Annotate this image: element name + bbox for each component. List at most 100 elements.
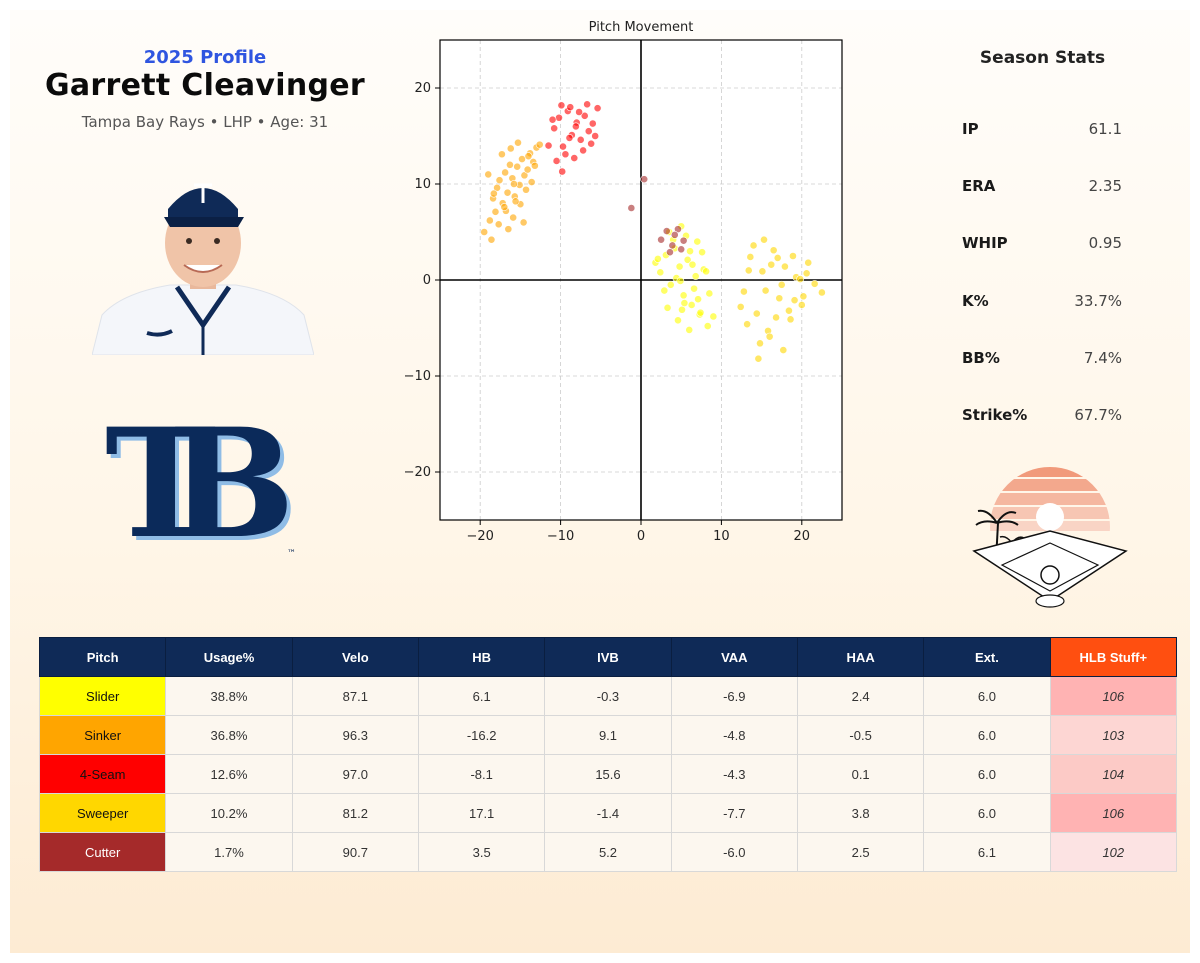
data-point — [709, 312, 718, 321]
data-point — [736, 302, 745, 311]
data-point — [670, 230, 679, 239]
data-point — [767, 260, 776, 269]
data-point — [686, 247, 694, 256]
data-point — [674, 316, 682, 325]
data-point — [772, 313, 780, 322]
stat-label: BB% — [962, 349, 1000, 367]
data-point — [785, 306, 793, 315]
data-point — [504, 225, 513, 234]
usage-cell: 10.2% — [165, 793, 293, 833]
pitch-metrics-table: Pitch Usage% Velo HB IVB VAA HAA Ext. HL… — [38, 637, 1178, 872]
stat-row: Strike% 67.7% — [962, 406, 1122, 430]
player-headshot — [92, 183, 314, 355]
data-point — [591, 132, 600, 140]
x-tick-label: 10 — [713, 529, 730, 544]
data-point — [580, 111, 589, 120]
vaa-cell: -4.3 — [670, 754, 798, 794]
data-point — [627, 204, 636, 212]
data-point — [752, 309, 761, 318]
data-point — [744, 266, 753, 275]
hb-cell: 3.5 — [417, 832, 546, 872]
data-point — [484, 170, 493, 179]
x-tick-label: −10 — [547, 529, 574, 544]
data-point — [817, 288, 826, 297]
data-point — [498, 150, 506, 159]
data-point — [765, 332, 774, 341]
season-profile-label: 2025 Profile — [143, 47, 267, 68]
hb-cell: -8.1 — [417, 754, 546, 794]
data-point — [773, 254, 782, 262]
usage-cell: 12.6% — [165, 754, 293, 794]
data-point — [790, 296, 799, 305]
hb-cell: 6.1 — [417, 676, 546, 716]
data-point — [513, 162, 522, 171]
vaa-cell: -4.8 — [670, 715, 798, 755]
stat-row: IP 61.1 — [962, 120, 1122, 144]
data-point — [698, 248, 707, 257]
data-point — [571, 122, 580, 131]
pitch-name-cell: Slider — [38, 676, 167, 716]
data-point — [523, 165, 532, 174]
data-point — [584, 127, 593, 136]
data-point — [500, 203, 509, 211]
y-tick-label: −10 — [404, 369, 431, 384]
player-subline: Tampa Bay Rays • LHP • Age: 31 — [81, 113, 329, 131]
data-point — [657, 235, 665, 244]
data-point — [593, 104, 602, 113]
data-point — [544, 141, 553, 150]
data-point — [683, 255, 692, 264]
header-usage: Usage% — [165, 637, 293, 677]
data-point — [559, 142, 567, 151]
data-point — [575, 108, 583, 116]
data-point — [810, 279, 819, 288]
data-point — [550, 124, 559, 133]
y-tick-label: 0 — [423, 273, 431, 288]
stat-value: 67.7% — [1074, 406, 1122, 424]
data-point — [480, 228, 489, 236]
data-point — [685, 326, 694, 334]
y-tick-label: −20 — [404, 465, 431, 480]
data-point — [666, 280, 675, 289]
data-point — [501, 168, 510, 177]
data-point — [756, 339, 764, 348]
y-tick-label: 20 — [414, 81, 431, 96]
header-velo: Velo — [291, 637, 419, 677]
vaa-cell: -6.0 — [670, 832, 798, 872]
data-point — [779, 346, 788, 354]
data-point — [688, 260, 697, 269]
ext-cell: 6.0 — [923, 715, 1051, 755]
data-point — [662, 227, 671, 235]
data-point — [570, 154, 579, 162]
vaa-cell: -7.7 — [670, 793, 798, 833]
data-point — [548, 115, 557, 124]
table-row: 4-Seam 12.6% 97.0 -8.1 15.6 -4.3 0.1 6.0 104 — [38, 754, 1178, 794]
data-point — [588, 119, 597, 128]
player-name: Garrett Cleavinger — [44, 68, 366, 103]
data-point — [694, 295, 702, 304]
ivb-cell: 5.2 — [544, 832, 672, 872]
data-point — [555, 113, 563, 122]
table-row: Sinker 36.8% 96.3 -16.2 9.1 -4.8 -0.5 6.0 103 — [38, 715, 1178, 755]
data-point — [679, 236, 688, 245]
data-point — [522, 185, 530, 194]
stat-value: 61.1 — [1088, 120, 1122, 138]
data-point — [557, 101, 566, 110]
data-point — [691, 272, 700, 281]
ivb-cell: -0.3 — [544, 676, 672, 716]
header-stuff-plus: HLB Stuff+ — [1049, 637, 1178, 677]
stat-value: 0.95 — [1088, 234, 1122, 252]
data-point — [576, 135, 585, 144]
data-point — [566, 103, 575, 112]
stat-label: WHIP — [962, 234, 1008, 252]
pitch-name-cell: 4-Seam — [38, 754, 167, 794]
pitch-movement-chart: −20 −10 0 10 20 −20 −10 0 10 20 — [404, 39, 843, 544]
data-point — [527, 178, 536, 186]
team-logo-shadow: TB — [109, 400, 299, 565]
hb-cell: 17.1 — [417, 793, 546, 833]
stat-value: 7.4% — [1083, 349, 1122, 367]
haa-cell: -0.5 — [796, 715, 925, 755]
trademark-mark: ™ — [287, 549, 296, 559]
hb-cell: -16.2 — [417, 715, 546, 755]
usage-cell: 36.8% — [165, 715, 293, 755]
data-point — [760, 235, 768, 244]
